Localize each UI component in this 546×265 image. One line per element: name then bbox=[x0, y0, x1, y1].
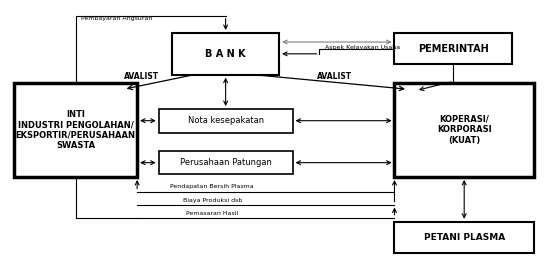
FancyBboxPatch shape bbox=[158, 109, 293, 132]
Text: PEMERINTAH: PEMERINTAH bbox=[418, 43, 489, 54]
Text: Pendapatan Bersih Plasma: Pendapatan Bersih Plasma bbox=[170, 184, 254, 189]
Text: Perusahaan Patungan: Perusahaan Patungan bbox=[180, 158, 271, 167]
Text: B A N K: B A N K bbox=[205, 49, 246, 59]
Text: AVALIST: AVALIST bbox=[317, 72, 352, 81]
FancyBboxPatch shape bbox=[395, 222, 534, 253]
Text: INTI
INDUSTRI PENGOLAHAN/
EKSPORTIR/PERUSAHAAN
SWASTA: INTI INDUSTRI PENGOLAHAN/ EKSPORTIR/PERU… bbox=[15, 110, 135, 150]
Text: Aspek Kelayakan Usaha: Aspek Kelayakan Usaha bbox=[325, 45, 400, 50]
FancyBboxPatch shape bbox=[395, 83, 534, 177]
FancyBboxPatch shape bbox=[14, 83, 137, 177]
Text: Pembayaran Angsuran: Pembayaran Angsuran bbox=[81, 16, 152, 21]
Text: AVALIST: AVALIST bbox=[124, 72, 159, 81]
FancyBboxPatch shape bbox=[395, 33, 513, 64]
FancyBboxPatch shape bbox=[172, 33, 279, 75]
FancyBboxPatch shape bbox=[158, 151, 293, 174]
Text: Pemasaran Hasil: Pemasaran Hasil bbox=[186, 211, 239, 216]
Text: PETANI PLASMA: PETANI PLASMA bbox=[424, 233, 505, 242]
Text: Biaya Produksi dsb: Biaya Produksi dsb bbox=[182, 197, 242, 202]
Text: Nota kesepakatan: Nota kesepakatan bbox=[188, 116, 264, 125]
Text: KOPERASI/
KORPORASI
(KUAT): KOPERASI/ KORPORASI (KUAT) bbox=[437, 115, 491, 145]
